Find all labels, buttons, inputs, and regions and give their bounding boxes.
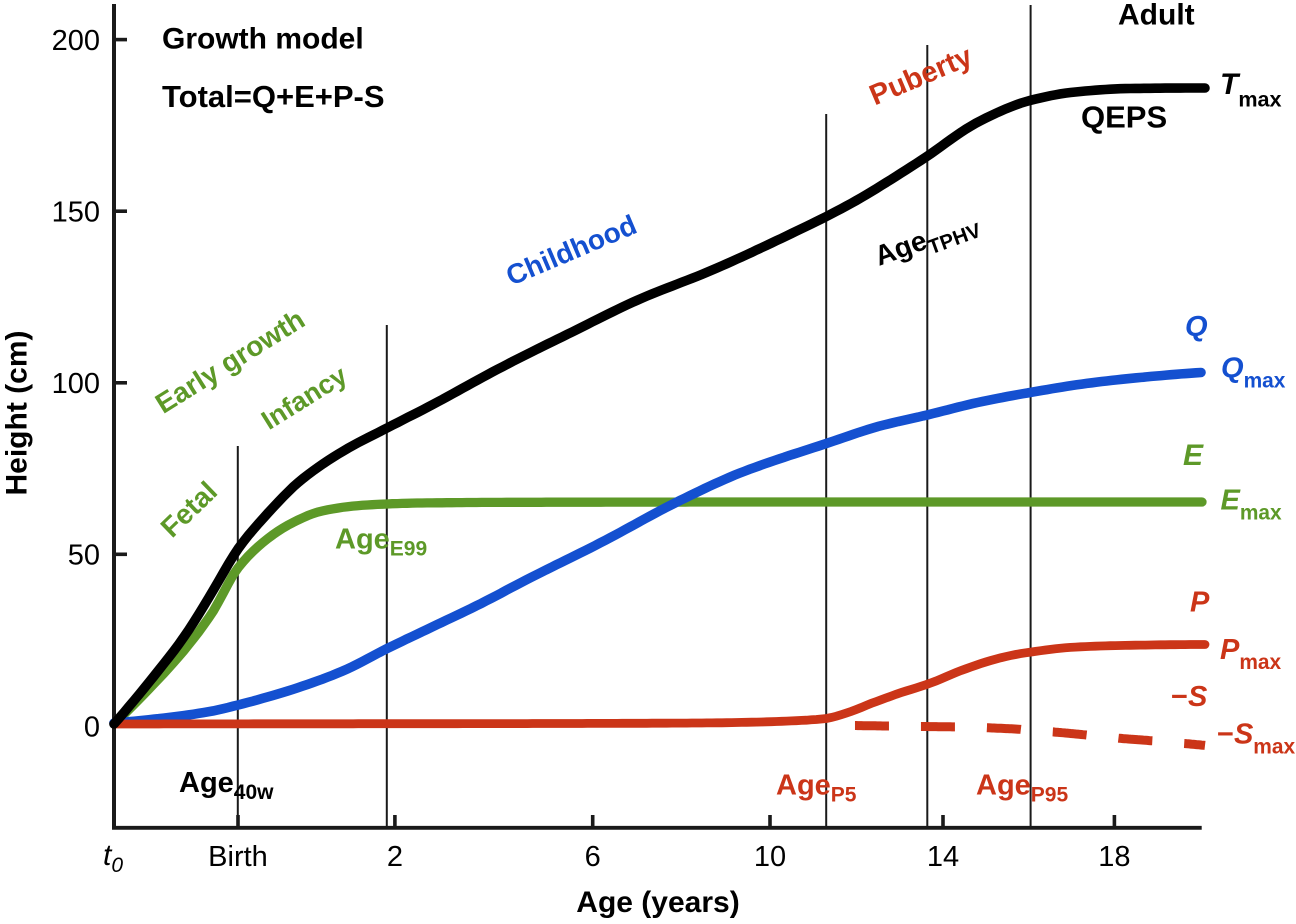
svg-text:Height (cm): Height (cm): [1, 331, 34, 496]
svg-text:AgeP95: AgeP95: [976, 770, 1068, 807]
svg-text:50: 50: [68, 540, 100, 572]
svg-text:Emax: Emax: [1221, 485, 1283, 525]
svg-text:Growth model: Growth model: [162, 23, 364, 56]
svg-text:−S: −S: [1171, 681, 1208, 713]
svg-text:10: 10: [754, 841, 786, 873]
svg-text:Total=Q+E+P-S: Total=Q+E+P-S: [162, 79, 385, 114]
svg-text:Pmax: Pmax: [1220, 634, 1282, 674]
svg-text:Qmax: Qmax: [1221, 353, 1286, 393]
svg-text:E: E: [1183, 439, 1204, 472]
svg-text:P: P: [1190, 587, 1210, 619]
svg-text:Adult: Adult: [1118, 0, 1195, 32]
svg-text:6: 6: [585, 841, 601, 873]
svg-text:Tmax: Tmax: [1220, 68, 1282, 112]
svg-text:Age (years): Age (years): [576, 886, 739, 919]
svg-text:18: 18: [1098, 841, 1130, 873]
svg-text:Birth: Birth: [208, 841, 268, 873]
svg-text:150: 150: [52, 197, 100, 229]
svg-text:100: 100: [52, 368, 100, 400]
svg-text:14: 14: [927, 841, 959, 873]
svg-text:2: 2: [387, 841, 403, 873]
svg-text:200: 200: [52, 25, 100, 57]
svg-text:0: 0: [84, 711, 100, 743]
svg-text:QEPS: QEPS: [1081, 100, 1167, 135]
svg-text:Q: Q: [1185, 311, 1208, 343]
